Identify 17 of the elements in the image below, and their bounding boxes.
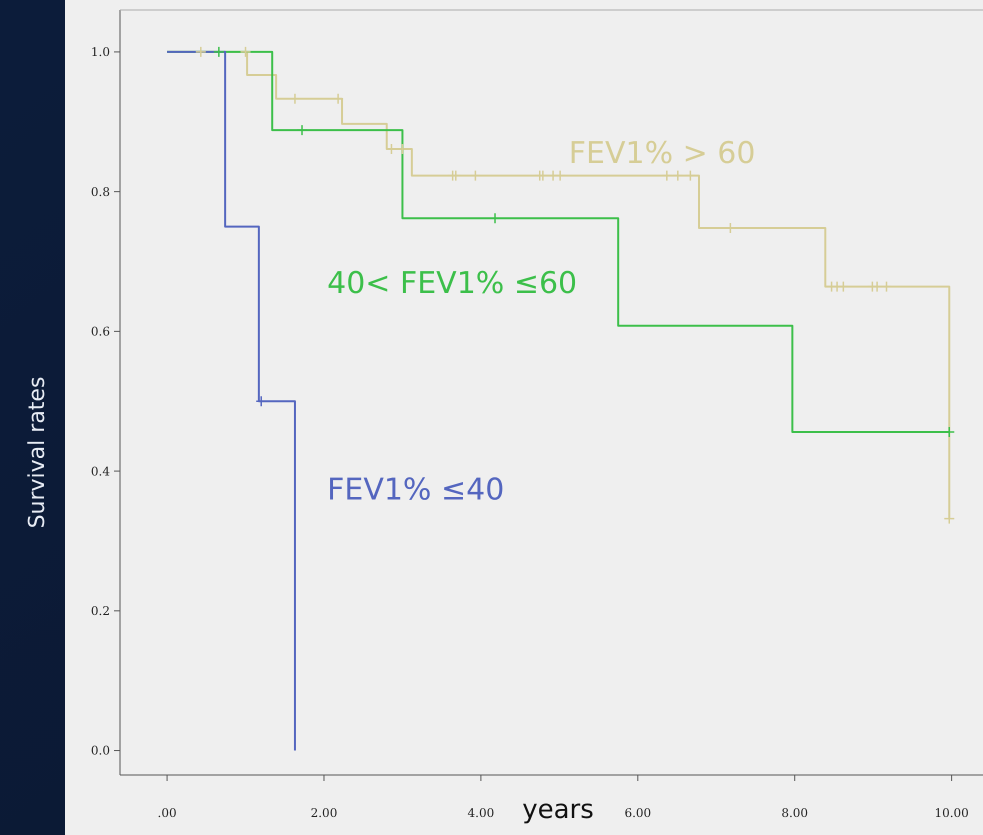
x-tick-label: 2.00 [310, 806, 338, 820]
y-tick-label: 0.2 [90, 604, 110, 618]
y-tick-label: 0.0 [90, 744, 110, 758]
x-tick-label: 4.00 [468, 806, 494, 820]
y-tick-label: 0.4 [90, 464, 110, 478]
x-tick-label: 8.00 [781, 806, 808, 820]
y-tick-label: 0.8 [90, 184, 110, 199]
y-tick-label: 1.0 [90, 45, 110, 60]
series-label: FEV1% ≤40 [327, 472, 504, 508]
y-axis-title: Survival rates [25, 376, 50, 528]
x-tick-label: 10.00 [934, 806, 969, 820]
x-tick-label: .00 [158, 806, 177, 820]
y-tick-label: 0.6 [90, 324, 110, 339]
x-axis-title: years [522, 795, 594, 825]
series-label: FEV1% > 60 [568, 136, 756, 171]
x-tick-label: 6.00 [624, 806, 652, 820]
series-label: 40< FEV1% ≤60 [327, 266, 578, 302]
